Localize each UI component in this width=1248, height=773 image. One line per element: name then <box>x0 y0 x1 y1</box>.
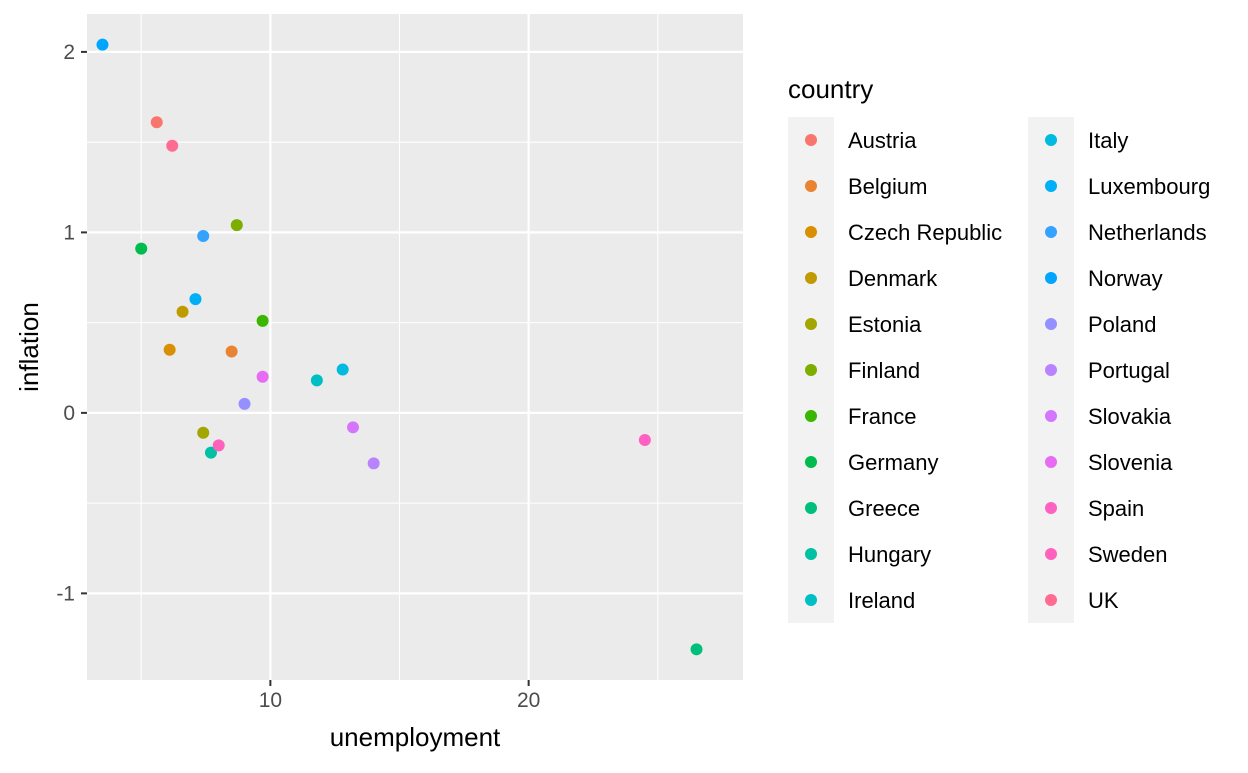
legend-key-dot <box>1045 226 1057 238</box>
data-point-slovakia <box>347 421 360 434</box>
legend-key-dot <box>805 318 817 330</box>
y-tick-label: 1 <box>63 221 75 244</box>
legend-label-austria: Austria <box>848 128 917 153</box>
legend-key-dot <box>805 502 817 514</box>
legend-label-netherlands: Netherlands <box>1088 220 1207 245</box>
legend-label-poland: Poland <box>1088 312 1157 337</box>
legend-key-dot <box>805 594 817 606</box>
data-point-czech-republic <box>163 343 176 356</box>
data-points <box>96 38 703 656</box>
data-point-greece <box>690 643 703 656</box>
data-point-luxembourg <box>189 293 202 306</box>
legend-label-sweden: Sweden <box>1088 542 1168 567</box>
x-axis-title: unemployment <box>330 722 501 752</box>
legend-key-dot <box>805 272 817 284</box>
plot-panel <box>87 14 743 680</box>
legend-label-uk: UK <box>1088 588 1119 613</box>
axes: 10 20 -1 0 1 2 <box>56 41 540 712</box>
data-point-austria <box>150 116 163 129</box>
legend-label-slovenia: Slovenia <box>1088 450 1173 475</box>
legend-label-slovakia: Slovakia <box>1088 404 1172 429</box>
data-point-estonia <box>197 426 210 439</box>
legend-key-dot <box>805 410 817 422</box>
data-point-belgium <box>225 345 238 358</box>
legend-key-dot <box>1045 180 1057 192</box>
legend-title: country <box>788 74 873 104</box>
data-point-hungary <box>204 446 217 459</box>
data-point-italy <box>336 363 349 376</box>
legend-label-belgium: Belgium <box>848 174 927 199</box>
legend-key-dot <box>1045 272 1057 284</box>
legend-label-luxembourg: Luxembourg <box>1088 174 1210 199</box>
legend-key-dot <box>1045 548 1057 560</box>
legend-key-dot <box>1045 594 1057 606</box>
data-point-sweden <box>212 439 225 452</box>
x-tick-label: 20 <box>517 689 540 712</box>
legend-key-dot <box>805 548 817 560</box>
legend-label-greece: Greece <box>848 496 920 521</box>
data-point-uk <box>166 139 179 152</box>
data-point-netherlands <box>197 230 210 242</box>
legend-key-dot <box>1045 364 1057 376</box>
data-point-ireland <box>310 374 323 387</box>
y-tick-label: -1 <box>56 582 75 605</box>
data-point-spain <box>638 433 651 446</box>
legend-key-dot <box>1045 134 1057 146</box>
y-tick-label: 0 <box>63 402 75 425</box>
data-point-denmark <box>176 305 189 318</box>
y-tick-label: 2 <box>63 41 75 64</box>
legend: country Austria Belgium Czech Republic Denma… <box>788 74 1210 623</box>
legend-label-spain: Spain <box>1088 496 1144 521</box>
legend-label-italy: Italy <box>1088 128 1128 153</box>
legend-label-germany: Germany <box>848 450 938 475</box>
legend-label-ireland: Ireland <box>848 588 915 613</box>
legend-key-dot <box>805 456 817 468</box>
legend-key-dot <box>805 226 817 238</box>
data-point-germany <box>135 242 148 255</box>
legend-key-dot <box>805 180 817 192</box>
data-point-finland <box>230 219 243 232</box>
legend-key-dot <box>1045 410 1057 422</box>
legend-key-dot <box>1045 318 1057 330</box>
legend-key-dot <box>1045 456 1057 468</box>
y-axis-title: inflation <box>14 302 44 392</box>
grid-lines <box>87 14 743 680</box>
legend-label-denmark: Denmark <box>848 266 938 291</box>
data-point-poland <box>238 397 251 410</box>
legend-label-france: France <box>848 404 916 429</box>
legend-label-portugal: Portugal <box>1088 358 1170 383</box>
data-point-france <box>256 314 269 327</box>
legend-key-dot <box>805 364 817 376</box>
legend-key-dot <box>1045 502 1057 514</box>
legend-label-finland: Finland <box>848 358 920 383</box>
legend-key-dot <box>805 134 817 146</box>
legend-label-estonia: Estonia <box>848 312 922 337</box>
legend-label-norway: Norway <box>1088 266 1163 291</box>
data-point-slovenia <box>256 370 269 383</box>
data-point-portugal <box>367 457 380 470</box>
legend-label-hungary: Hungary <box>848 542 931 567</box>
x-tick-label: 10 <box>259 689 282 712</box>
data-point-norway <box>96 38 109 51</box>
legend-label-czech-republic: Czech Republic <box>848 220 1002 245</box>
